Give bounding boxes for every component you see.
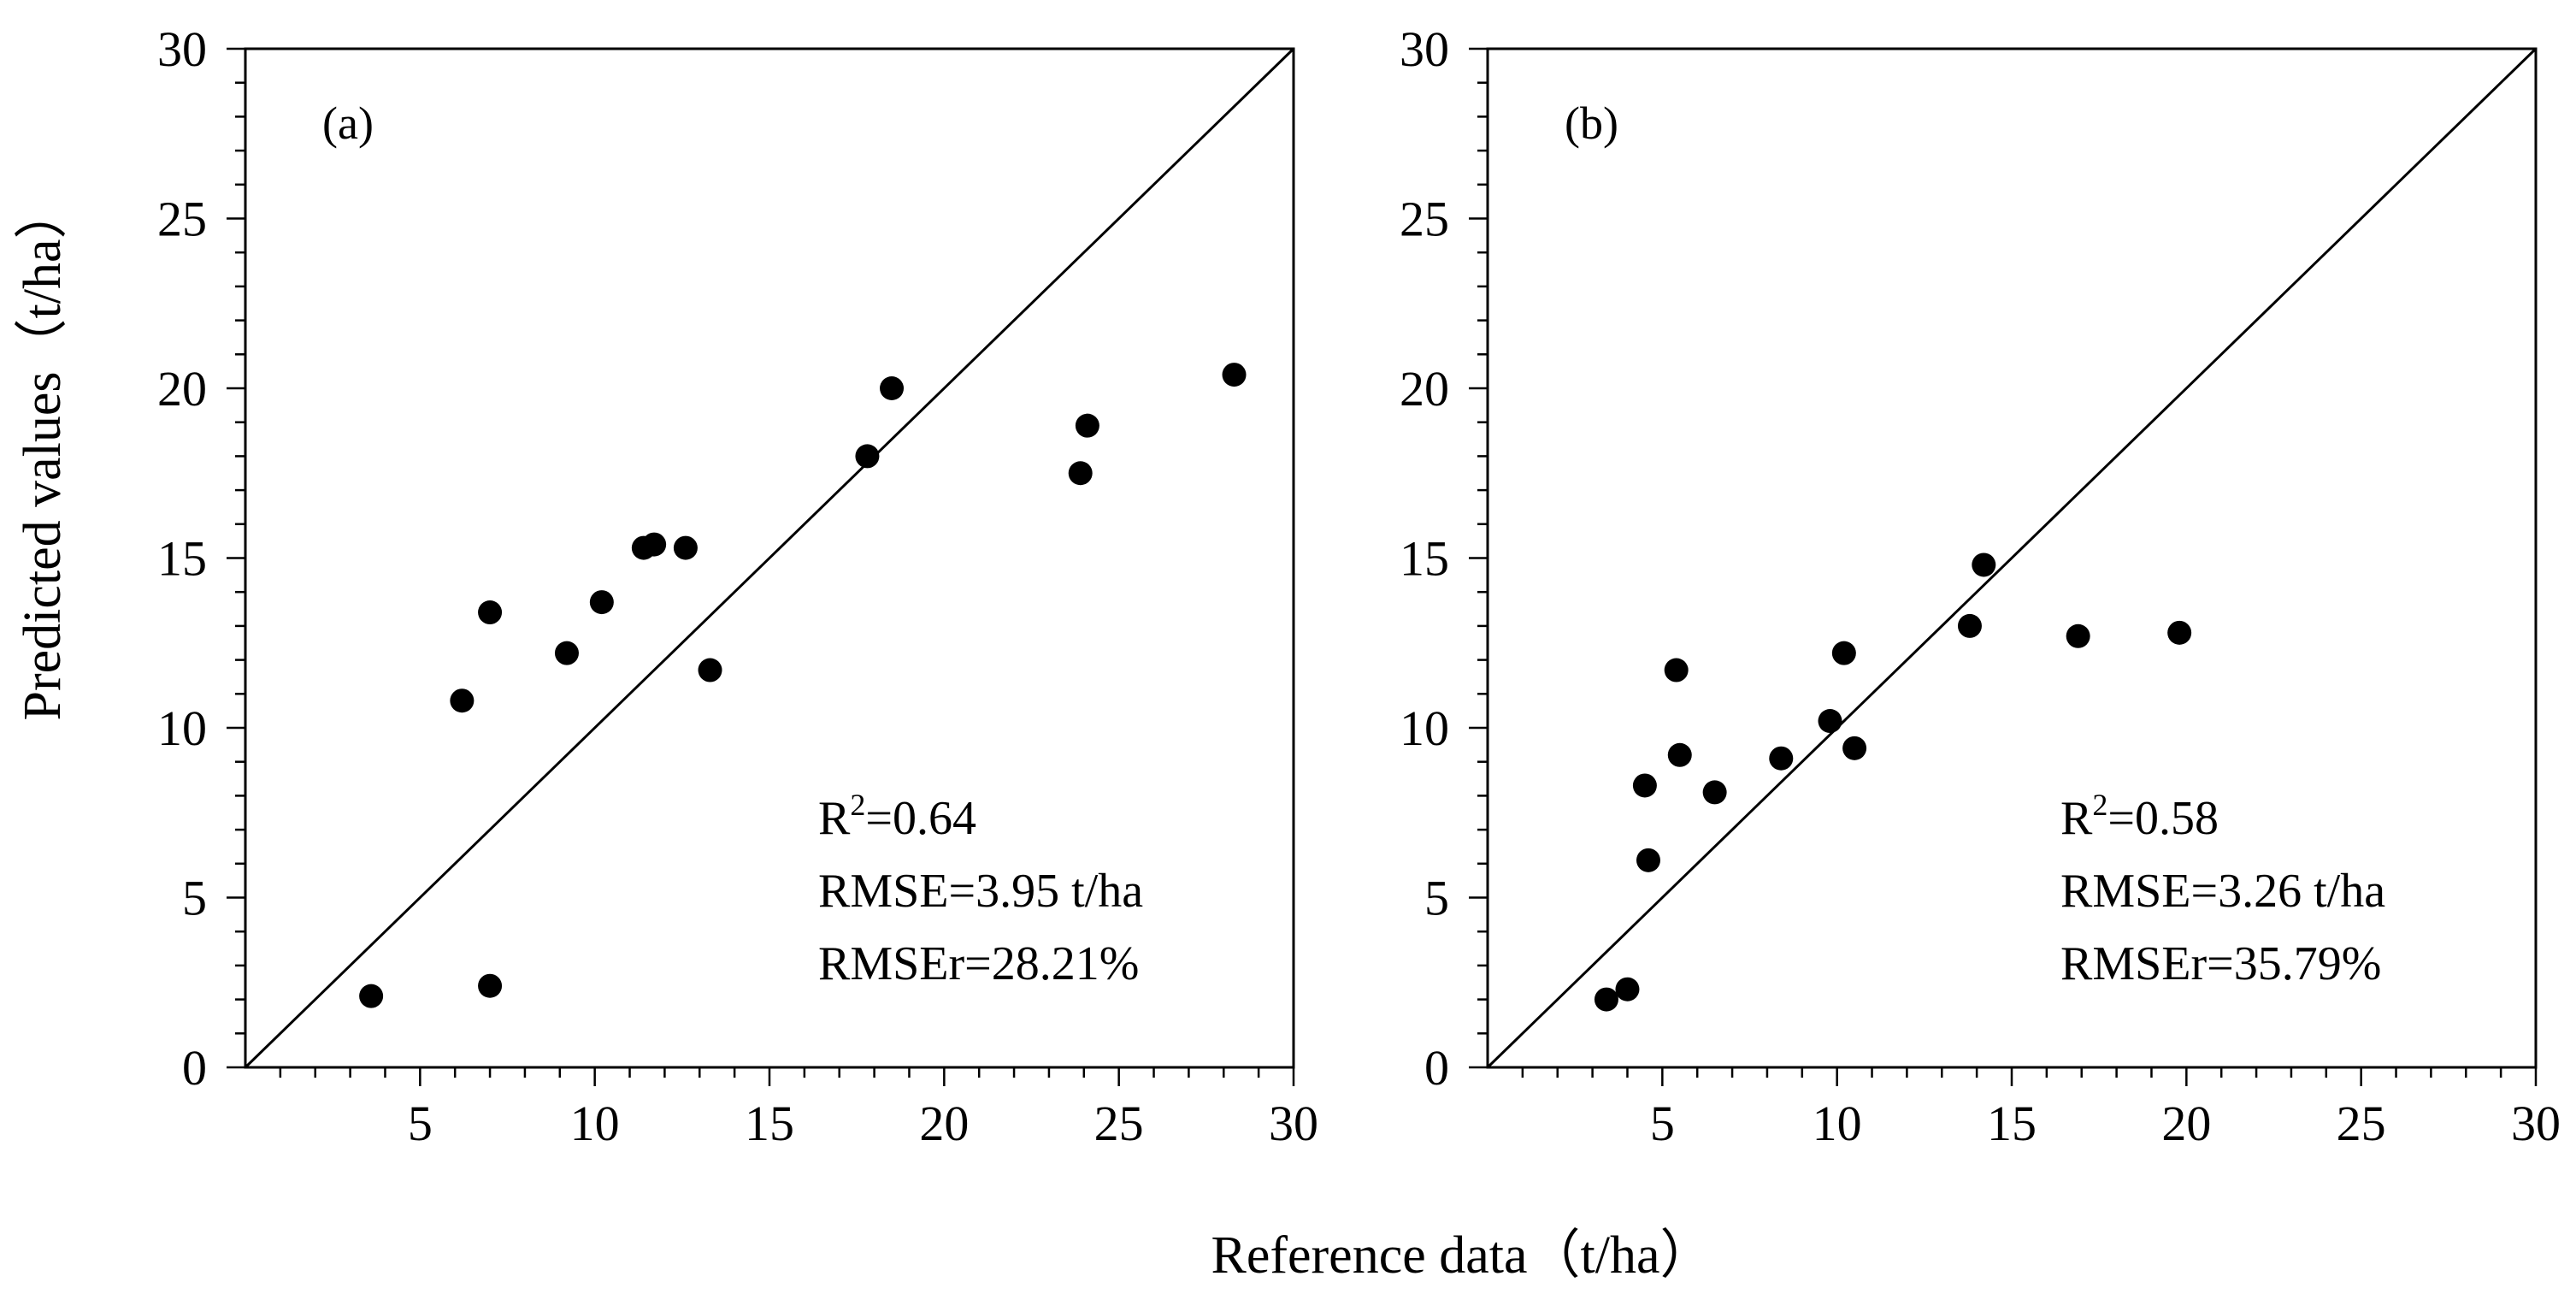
- y-tick-label: 20: [157, 361, 207, 417]
- data-point: [1957, 613, 1982, 638]
- y-tick-label: 10: [1400, 700, 1449, 756]
- data-point: [1222, 363, 1247, 387]
- x-tick-label: 10: [570, 1096, 620, 1151]
- data-point: [2066, 623, 2090, 648]
- data-point: [1615, 977, 1640, 1002]
- x-tick-label: 30: [1269, 1096, 1318, 1151]
- one-to-one-line: [244, 47, 1295, 1069]
- x-tick-label: 20: [2161, 1096, 2211, 1151]
- scatter-panel-a: 5 10 15 20 25 30 0 5 10 15 20 25 30 (a) R2=0.64 RMSE=3.…: [157, 21, 1318, 1151]
- r-squared-text: R2=0.58: [2060, 788, 2219, 845]
- data-point: [2167, 620, 2192, 645]
- rmser-text: RMSEr=28.21%: [818, 937, 1139, 990]
- r-squared-value: =0.58: [2107, 792, 2219, 845]
- data-point: [589, 590, 614, 615]
- x-tick-label: 10: [1813, 1096, 1862, 1151]
- data-point: [1842, 736, 1867, 760]
- x-tick-label: 25: [2337, 1096, 2386, 1151]
- x-tick-label: 25: [1094, 1096, 1144, 1151]
- y-tick-label: 5: [182, 871, 207, 926]
- x-tick-label: 15: [1987, 1096, 2037, 1151]
- one-to-one-line: [1486, 47, 2538, 1069]
- y-tick-label: 10: [157, 700, 207, 756]
- y-tick-label: 0: [182, 1040, 207, 1096]
- data-point: [673, 535, 698, 560]
- data-point: [1068, 461, 1093, 486]
- rmser-text: RMSEr=35.79%: [2060, 937, 2381, 990]
- data-point: [1636, 848, 1660, 872]
- data-point: [1667, 742, 1692, 767]
- data-point: [450, 688, 475, 713]
- rmse-text: RMSE=3.95 t/ha: [818, 865, 1143, 918]
- y-tick-label: 0: [1424, 1040, 1449, 1096]
- y-tick-label: 20: [1400, 361, 1449, 417]
- data-point: [478, 973, 503, 998]
- data-point: [1075, 413, 1099, 438]
- data-point: [1632, 773, 1657, 798]
- x-tick-label: 30: [2511, 1096, 2561, 1151]
- x-tick-label: 5: [408, 1096, 433, 1151]
- y-tick-label: 30: [157, 21, 207, 77]
- data-point: [855, 444, 880, 469]
- data-point: [1831, 641, 1856, 665]
- panel-label: (a): [322, 97, 374, 149]
- r-squared-symbol: R: [2060, 792, 2093, 845]
- data-point: [1972, 552, 1996, 577]
- data-point: [698, 658, 722, 682]
- data-point: [1664, 658, 1689, 682]
- x-tick-label: 20: [919, 1096, 969, 1151]
- y-tick-label: 15: [1400, 531, 1449, 587]
- y-tick-label: 25: [157, 192, 207, 247]
- data-point: [1594, 987, 1618, 1012]
- rmse-text: RMSE=3.26 t/ha: [2060, 865, 2385, 918]
- r-squared-text: R2=0.64: [818, 788, 976, 845]
- data-point: [359, 984, 384, 1008]
- r-squared-symbol: R: [818, 792, 851, 845]
- data-point: [880, 376, 905, 400]
- data-point: [642, 532, 667, 557]
- r-squared-superscript: 2: [2092, 788, 2107, 822]
- y-tick-label: 15: [157, 531, 207, 587]
- y-axis-title: Predicted values（t/ha）: [14, 186, 72, 721]
- scatter-panel-b: 5 10 15 20 25 30 0 5 10 15 20 25 30 (b) R2=0.58 RMSE=3.…: [1400, 21, 2561, 1151]
- data-point: [1702, 780, 1727, 805]
- r-squared-value: =0.64: [865, 792, 976, 845]
- y-tick-label: 30: [1400, 21, 1449, 77]
- x-tick-label: 15: [745, 1096, 794, 1151]
- x-axis-title: Reference data（t/ha）: [1211, 1226, 1713, 1285]
- data-point: [478, 600, 503, 625]
- data-point: [1769, 746, 1794, 771]
- panel-label: (b): [1565, 97, 1618, 149]
- data-point: [554, 641, 579, 665]
- y-tick-label: 25: [1400, 192, 1449, 247]
- r-squared-superscript: 2: [850, 788, 865, 822]
- y-tick-label: 5: [1424, 871, 1449, 926]
- x-tick-label: 5: [1650, 1096, 1675, 1151]
- data-point: [1818, 709, 1842, 734]
